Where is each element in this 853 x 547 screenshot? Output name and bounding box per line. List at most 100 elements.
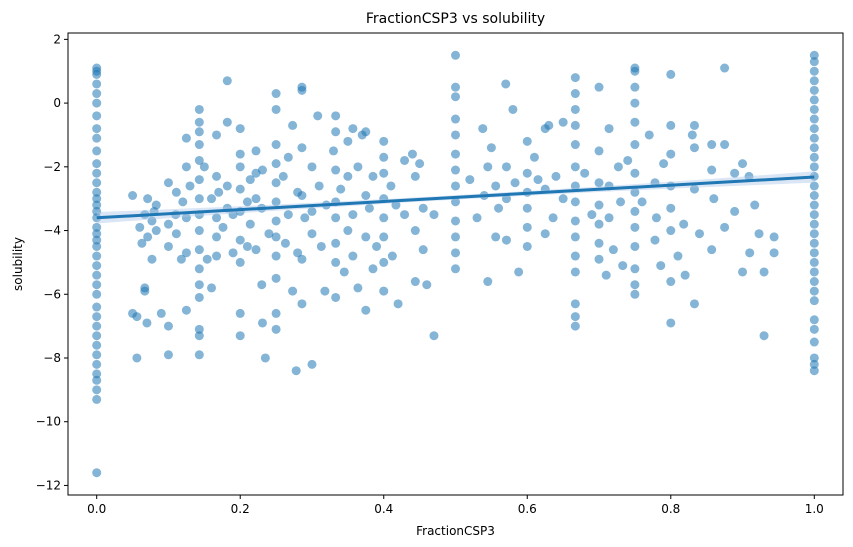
data-point — [194, 350, 204, 360]
data-point — [689, 299, 699, 309]
data-point — [594, 178, 604, 188]
data-point — [235, 162, 245, 172]
data-point — [630, 82, 640, 92]
data-point — [260, 353, 270, 363]
data-point — [199, 162, 209, 172]
data-point — [451, 264, 460, 274]
data-point — [194, 324, 204, 334]
data-point — [194, 292, 204, 302]
data-point — [379, 136, 389, 146]
data-point — [92, 194, 102, 204]
data-point — [594, 219, 604, 229]
data-point — [387, 251, 397, 261]
axis-ticks: 0.0 0.2 0.4 0.6 0.8 1.0 2 0 −2 −4 −6 −8 −10 −12 — [36, 32, 824, 516]
data-point — [570, 73, 580, 83]
data-point — [235, 331, 245, 341]
data-point — [809, 57, 819, 67]
data-point — [194, 264, 204, 274]
data-point — [644, 130, 654, 140]
data-point — [666, 226, 676, 236]
y-tick-label: −10 — [36, 415, 61, 429]
data-point — [720, 140, 730, 150]
data-point — [348, 210, 358, 220]
data-point — [92, 146, 102, 156]
data-point — [558, 117, 568, 127]
data-point — [522, 203, 532, 213]
data-point — [451, 114, 460, 124]
data-point — [194, 155, 204, 165]
data-point — [809, 296, 819, 306]
data-point — [616, 197, 626, 207]
data-point — [410, 277, 420, 287]
data-point — [207, 283, 217, 293]
data-point — [222, 181, 232, 191]
data-point — [218, 222, 228, 232]
data-point — [171, 187, 181, 197]
data-point — [570, 140, 580, 150]
data-point — [809, 219, 819, 229]
data-point — [194, 280, 204, 290]
data-point — [694, 229, 704, 239]
data-point — [472, 213, 482, 223]
data-point — [235, 308, 245, 318]
data-point — [251, 194, 261, 204]
data-point — [478, 124, 488, 134]
data-point — [137, 238, 147, 248]
data-point — [92, 312, 102, 322]
data-point — [809, 50, 819, 60]
data-point — [283, 210, 293, 220]
data-point — [508, 104, 518, 114]
data-point — [271, 104, 281, 114]
data-point — [594, 238, 604, 248]
data-point — [558, 194, 568, 204]
data-point — [451, 181, 460, 191]
data-point — [222, 117, 232, 127]
data-point — [759, 331, 769, 341]
data-point — [809, 76, 819, 86]
data-point — [630, 168, 640, 178]
data-point — [738, 267, 748, 277]
data-point — [140, 286, 150, 296]
data-point — [207, 194, 217, 204]
data-point — [744, 171, 754, 181]
data-point — [92, 206, 102, 216]
data-point — [92, 350, 102, 360]
data-point — [689, 143, 699, 153]
data-point — [271, 324, 281, 334]
data-point — [181, 248, 191, 258]
data-point — [280, 238, 290, 248]
data-point — [92, 159, 102, 169]
data-point — [809, 267, 819, 277]
data-point — [483, 277, 493, 287]
data-point — [594, 146, 604, 156]
data-point — [212, 213, 222, 223]
data-point — [331, 213, 341, 223]
data-point — [601, 270, 611, 280]
data-point — [809, 162, 819, 172]
data-point — [283, 152, 293, 162]
data-point — [297, 254, 307, 264]
data-point — [92, 369, 102, 379]
data-point — [143, 194, 153, 204]
data-point — [570, 162, 580, 172]
data-point — [297, 191, 307, 200]
data-point — [666, 318, 676, 328]
data-point — [271, 251, 281, 261]
data-point — [307, 206, 317, 216]
x-tick-label: 0.6 — [518, 502, 537, 516]
data-point — [92, 289, 102, 299]
data-point — [156, 308, 166, 318]
data-point — [679, 219, 689, 229]
data-point — [570, 89, 580, 99]
data-point — [637, 197, 647, 207]
data-point — [151, 200, 161, 210]
data-point — [194, 140, 204, 150]
data-point — [630, 241, 640, 251]
data-point — [271, 178, 281, 188]
data-point — [92, 385, 102, 395]
data-point — [171, 229, 181, 239]
data-point — [418, 203, 428, 213]
data-point — [809, 124, 819, 134]
data-point — [293, 248, 303, 258]
